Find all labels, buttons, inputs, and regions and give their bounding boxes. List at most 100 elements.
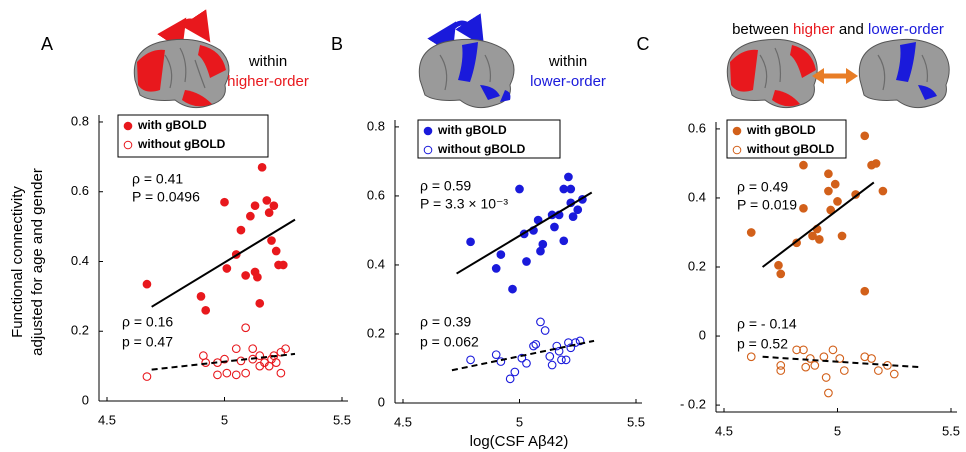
data-point	[220, 354, 229, 364]
data-point	[837, 231, 847, 241]
data-point	[517, 353, 527, 363]
brain-icon	[726, 38, 950, 109]
data-point	[568, 212, 578, 221]
data-point	[824, 186, 833, 196]
y-tick-label: 0.2	[367, 325, 385, 340]
header-word: higher-order	[227, 73, 309, 90]
data-point	[799, 345, 808, 355]
data-point	[276, 368, 286, 378]
data-point	[201, 358, 211, 367]
data-point	[236, 356, 246, 366]
data-point	[814, 235, 824, 244]
data-point	[860, 131, 870, 141]
data-point	[142, 279, 152, 289]
legend-box	[726, 119, 847, 159]
panel-header: higher-order	[227, 73, 309, 90]
x-tick-label: 5	[221, 412, 228, 427]
data-point	[808, 231, 817, 241]
data-point	[515, 184, 524, 194]
data-point	[547, 360, 557, 370]
y-tick-label: 0.6	[367, 187, 385, 202]
data-point	[213, 370, 222, 380]
y-tick-label: 0.2	[71, 323, 89, 338]
data-point	[566, 343, 576, 353]
x-tick-label: 5.5	[627, 414, 645, 429]
data-point	[874, 366, 883, 375]
data-point	[466, 355, 475, 365]
y-tick-label: 0.6	[688, 120, 706, 135]
stat-annotation: P = 0.019	[737, 197, 797, 213]
stat-annotation: P = 0.0496	[132, 189, 200, 205]
data-point	[776, 269, 786, 279]
x-axis-label: log(CSF Aβ42)	[470, 433, 569, 450]
data-point	[236, 225, 246, 235]
data-point	[508, 284, 517, 294]
data-point	[222, 264, 232, 273]
data-point	[552, 341, 562, 351]
stat-annotation: ρ = 0.39	[420, 314, 471, 330]
stat-annotation: ρ = - 0.14	[737, 316, 797, 332]
data-point	[571, 338, 580, 347]
data-point	[746, 352, 756, 362]
legend-box	[117, 114, 269, 158]
data-point	[491, 350, 501, 360]
x-tick-label: 5.5	[942, 423, 960, 438]
header-word: within	[248, 53, 287, 70]
x-tick-label: 4.5	[715, 423, 733, 438]
trend-line	[456, 191, 593, 275]
data-point	[776, 361, 786, 370]
legend-label: with gBOLD	[746, 123, 816, 137]
data-point	[819, 352, 829, 362]
stat-annotation: ρ = 0.16	[122, 314, 173, 330]
panel-label: C	[637, 34, 650, 54]
data-point	[573, 205, 583, 215]
data-point	[231, 344, 241, 354]
header-word: higher	[793, 21, 835, 38]
data-point	[799, 203, 808, 213]
data-point	[828, 345, 838, 355]
legend-box	[417, 119, 561, 159]
y-tick-label: 0.8	[71, 113, 89, 128]
panel-label: A	[41, 34, 53, 54]
data-point	[554, 346, 564, 356]
data-point	[264, 208, 274, 218]
header-word: lower-order	[530, 73, 606, 90]
y-tick-label: 0.4	[71, 253, 89, 268]
data-point	[281, 344, 290, 354]
stat-annotation: p = 0.47	[122, 334, 173, 350]
data-point	[250, 201, 260, 211]
data-point	[561, 355, 571, 365]
stat-annotation: P = 3.3 × 10⁻³	[420, 196, 508, 212]
brain-icon	[418, 13, 515, 109]
data-point	[255, 351, 265, 361]
stat-annotation: ρ = 0.59	[420, 178, 471, 194]
data-point	[529, 341, 538, 351]
x-tick-label: 4.5	[394, 414, 412, 429]
data-point	[248, 354, 258, 364]
header-word: lower-order	[868, 21, 944, 38]
data-point	[801, 362, 811, 372]
data-point	[466, 237, 475, 247]
panel-header: within	[248, 53, 287, 70]
legend-label: without gBOLD	[437, 142, 526, 156]
data-point	[522, 358, 531, 368]
data-point	[878, 186, 888, 196]
header-word: and	[839, 21, 864, 38]
y-tick-label: 0	[699, 327, 706, 342]
data-point	[839, 366, 849, 375]
trend-line	[451, 339, 595, 372]
y-tick-label: 0.6	[71, 183, 89, 198]
data-point	[201, 305, 211, 315]
data-point	[550, 222, 559, 232]
x-tick-label: 4.5	[98, 412, 116, 427]
data-point	[835, 354, 845, 363]
data-point	[257, 162, 267, 172]
data-point	[538, 239, 548, 249]
data-point	[271, 246, 281, 256]
legend-label: with gBOLD	[437, 123, 507, 137]
data-point	[269, 201, 279, 211]
panel-header: within	[548, 53, 587, 70]
data-point	[241, 323, 250, 333]
trend-line	[151, 218, 296, 308]
y-tick-label: 0	[82, 392, 89, 407]
